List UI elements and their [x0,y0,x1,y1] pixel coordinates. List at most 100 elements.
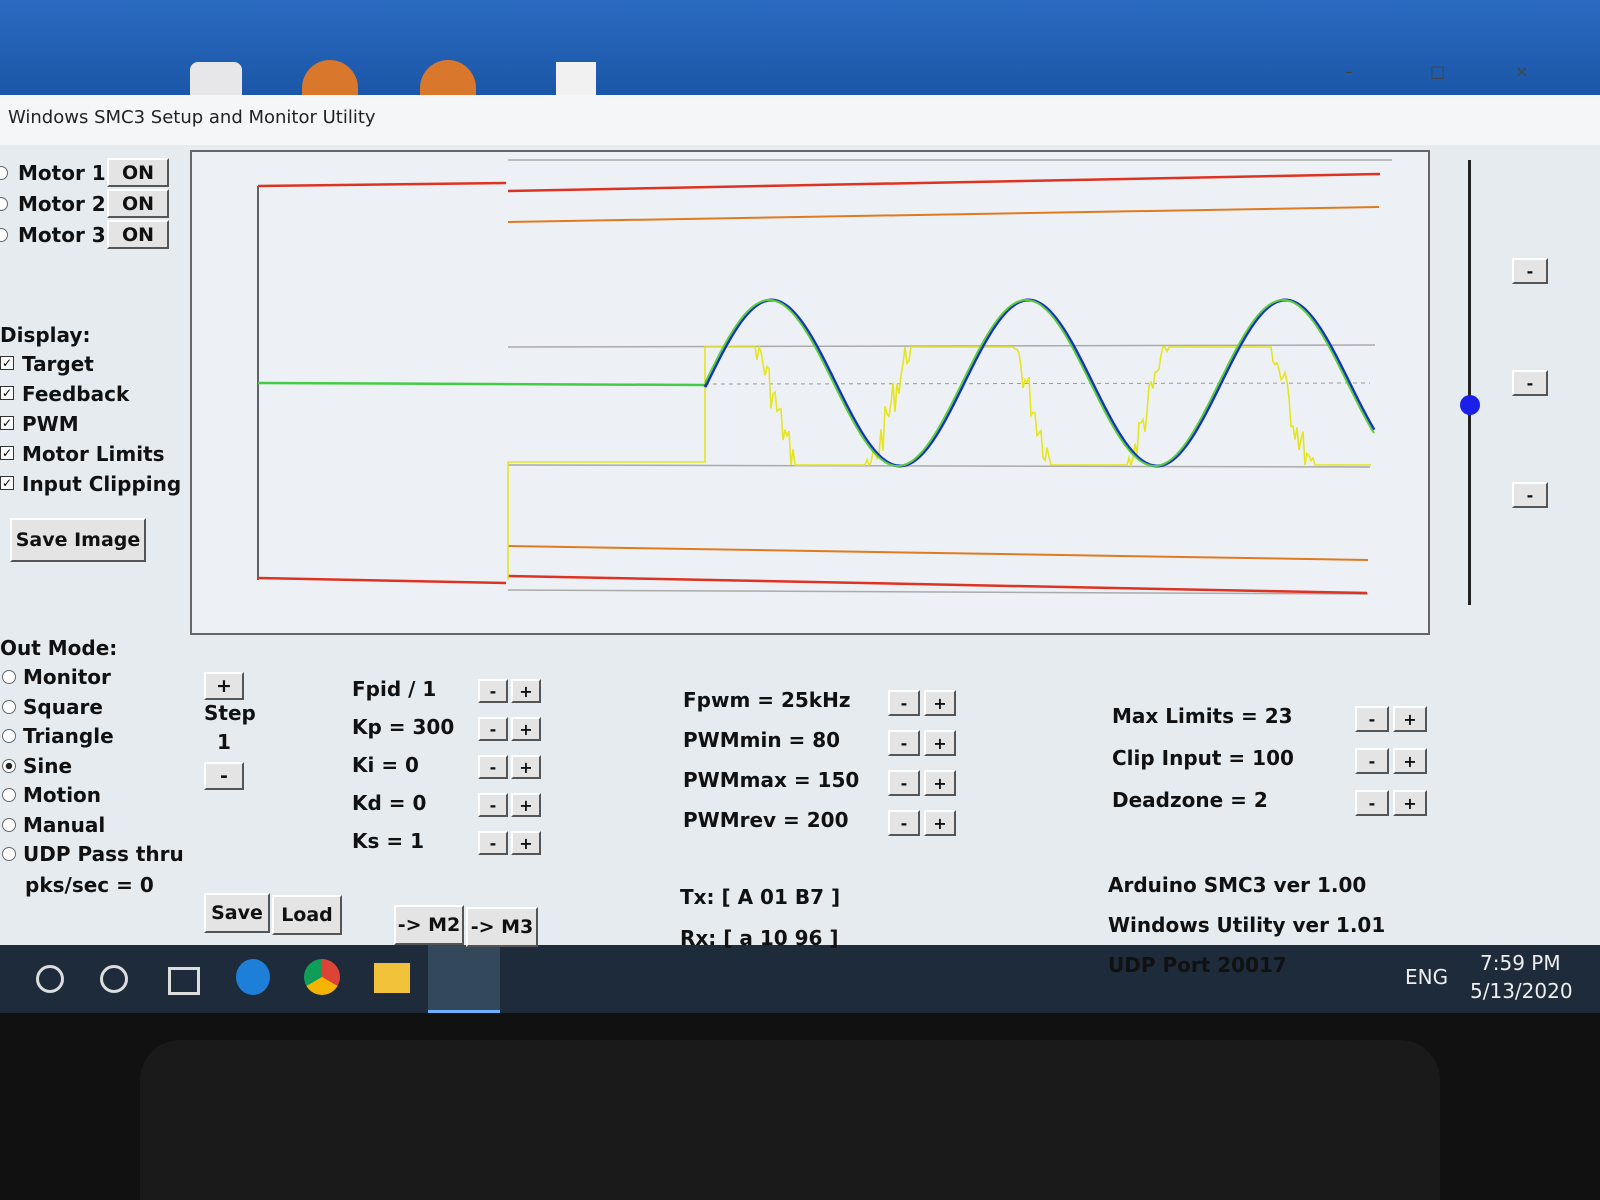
motor-limit [257,576,507,585]
out-mode-heading: Out Mode: [0,636,118,660]
mode-radio[interactable] [2,847,16,861]
motor-label: Motor 2 [18,192,106,216]
clock-time[interactable]: 7:59 PM [1480,951,1561,975]
pwm-minus[interactable]: - [888,690,920,716]
save-button[interactable]: Save [204,893,270,933]
feedback-trace [703,298,1376,468]
limits-plus[interactable]: + [1393,706,1427,732]
pid-plus[interactable]: + [511,831,541,855]
pid-plus[interactable]: + [511,717,541,741]
pwm-plus[interactable]: + [924,810,956,836]
checkbox[interactable]: ✓ [0,386,14,400]
pwm-minus[interactable]: - [888,770,920,796]
center-line [704,382,1371,385]
cortana-icon[interactable] [100,965,128,993]
pwm-minus[interactable]: - [888,730,920,756]
pwm-plus[interactable]: + [924,690,956,716]
mode-radio[interactable] [2,699,16,714]
mode-option: Monitor [23,665,111,689]
display-heading: Display: [0,323,91,347]
title-bar [0,95,1600,145]
motor-limit [507,574,1368,595]
motor-limit [257,181,507,188]
limits-minus[interactable]: - [1355,748,1389,774]
pwm-label: Fpwm = 25kHz [683,688,851,712]
search-icon[interactable] [36,965,64,993]
pid-minus[interactable]: - [478,831,508,855]
checkbox[interactable]: ✓ [0,416,14,430]
display-option: Motor Limits [22,442,165,466]
step-value: 1 [217,730,231,754]
task-view-icon[interactable] [168,967,200,995]
to-m2-button[interactable]: -> M2 [394,905,464,945]
top-strip [0,0,1600,95]
pid-label: Kd = 0 [352,791,427,815]
pid-label: Fpid / 1 [352,677,437,701]
mode-radio[interactable] [2,729,16,743]
limits-minus[interactable]: - [1355,706,1389,732]
step-plus[interactable]: + [204,672,244,700]
checkbox[interactable]: ✓ [0,356,14,370]
slider-thumb[interactable] [1460,395,1480,415]
pwm-label: PWMmin = 80 [683,728,841,752]
mode-radio[interactable] [2,758,16,773]
window-control[interactable]: □ [1430,62,1446,81]
clock-date[interactable]: 5/13/2020 [1470,979,1573,1003]
window-control[interactable]: – [1345,62,1353,81]
mode-radio[interactable] [2,817,16,832]
active-app[interactable] [428,945,500,1013]
app-icon [190,62,242,95]
motor-on-button[interactable]: ON [107,220,169,249]
limits-label: Clip Input = 100 [1112,746,1294,770]
limits-label: Deadzone = 2 [1112,788,1268,812]
checkbox[interactable]: ✓ [0,446,14,460]
load-button[interactable]: Load [272,895,342,935]
file-icon [556,62,596,95]
save-image-button[interactable]: Save Image [10,518,146,562]
step-minus[interactable]: - [204,762,244,790]
checkbox[interactable]: ✓ [0,476,14,490]
side-button[interactable]: - [1512,258,1548,284]
explorer-icon[interactable] [374,963,410,993]
display-option: Target [22,352,94,376]
version-info: Arduino SMC3 ver 1.00 [1108,873,1367,897]
mode-radio[interactable] [2,788,16,802]
pid-label: Ki = 0 [352,753,419,777]
plot [257,159,1392,595]
pid-label: Ks = 1 [352,829,425,853]
side-button[interactable]: - [1512,370,1548,396]
pwm-plus[interactable]: + [924,730,956,756]
pid-minus[interactable]: - [478,755,508,779]
motor-on-button[interactable]: ON [107,158,169,187]
grid-line [507,464,1371,468]
version-info: Windows Utility ver 1.01 [1108,913,1386,937]
limits-plus[interactable]: + [1393,790,1427,816]
pid-minus[interactable]: - [478,679,508,703]
display-option: PWM [22,412,79,436]
motor-on-button[interactable]: ON [107,189,169,218]
language[interactable]: ENG [1405,965,1449,989]
pid-minus[interactable]: - [478,793,508,817]
side-button[interactable]: - [1512,482,1548,508]
grid-line [507,344,1376,348]
pid-minus[interactable]: - [478,717,508,741]
pid-plus[interactable]: + [511,755,541,779]
comms-line: Tx: [ A 01 B7 ] [680,885,841,909]
input-clip [507,545,1369,561]
pwm-minus[interactable]: - [888,810,920,836]
pwm-label: PWMrev = 200 [683,808,849,832]
pwm-label: PWMmax = 150 [683,768,860,792]
limits-label: Max Limits = 23 [1112,704,1293,728]
limits-minus[interactable]: - [1355,790,1389,816]
mode-radio[interactable] [2,670,16,684]
edge-icon[interactable] [236,959,270,995]
pid-plus[interactable]: + [511,793,541,817]
window-control[interactable]: × [1515,62,1529,81]
mode-option: Manual [23,812,106,837]
limits-plus[interactable]: + [1393,748,1427,774]
pid-plus[interactable]: + [511,679,541,703]
to-m3-button[interactable]: -> M3 [466,907,538,947]
pwm-plus[interactable]: + [924,770,956,796]
motor-label: Motor 3 [18,223,106,247]
chrome-icon[interactable] [304,959,340,995]
